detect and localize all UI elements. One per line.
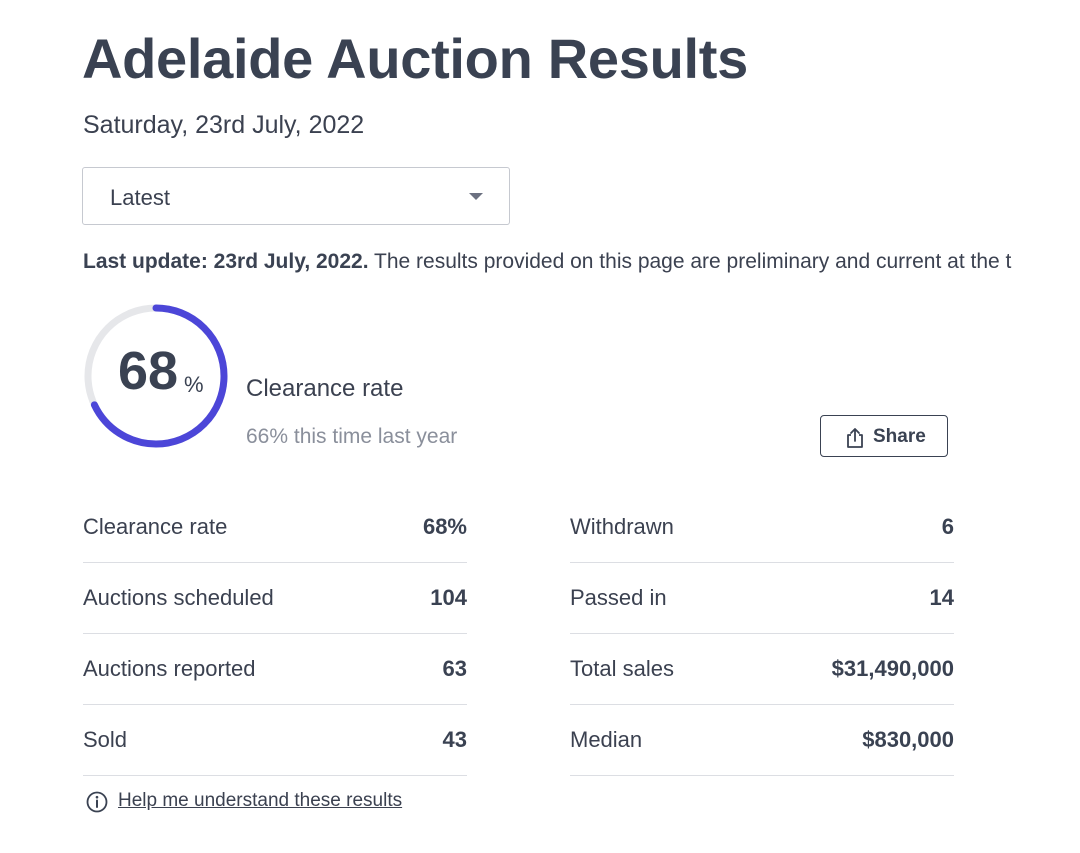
stat-row-withdrawn: Withdrawn 6 bbox=[570, 492, 954, 563]
stat-value: 14 bbox=[929, 585, 954, 610]
stats-table-left: Clearance rate 68% Auctions scheduled 10… bbox=[83, 492, 467, 776]
stat-value: 104 bbox=[430, 585, 467, 610]
stat-label: Clearance rate bbox=[83, 514, 228, 539]
clearance-rate-gauge: 68 % bbox=[82, 302, 230, 450]
stat-row-auctions-scheduled: Auctions scheduled 104 bbox=[83, 563, 467, 634]
share-icon bbox=[847, 428, 863, 448]
help-link-label: Help me understand these results bbox=[118, 790, 403, 811]
stat-value: 6 bbox=[941, 514, 954, 539]
chevron-down-icon bbox=[469, 193, 483, 200]
info-icon bbox=[86, 791, 108, 813]
gauge-unit: % bbox=[184, 372, 204, 397]
stat-value: 63 bbox=[442, 656, 467, 681]
stat-label: Auctions scheduled bbox=[83, 585, 274, 610]
stat-value: $31,490,000 bbox=[831, 656, 954, 681]
stat-value: 43 bbox=[442, 727, 467, 752]
stat-value: 68% bbox=[422, 514, 467, 539]
stat-label: Sold bbox=[83, 727, 128, 752]
clearance-rate-label: Clearance rate bbox=[246, 375, 404, 402]
stat-row-sold: Sold 43 bbox=[83, 705, 467, 776]
gauge-ring bbox=[84, 304, 228, 448]
last-update-label: Last update: 23rd July, 2022. bbox=[83, 250, 369, 273]
stat-row-total-sales: Total sales $31,490,000 bbox=[570, 634, 954, 705]
stat-row-median: Median $830,000 bbox=[570, 705, 954, 776]
stats-table-right: Withdrawn 6 Passed in 14 Total sales $31… bbox=[570, 492, 954, 776]
results-date: Saturday, 23rd July, 2022 bbox=[83, 111, 365, 139]
last-update-notice: Last update: 23rd July, 2022. The result… bbox=[83, 250, 1011, 274]
stat-label: Auctions reported bbox=[83, 656, 256, 681]
gauge-progress-arc bbox=[84, 304, 228, 448]
page-title: Adelaide Auction Results bbox=[82, 27, 748, 90]
stat-label: Withdrawn bbox=[570, 514, 674, 539]
stat-row-clearance-rate: Clearance rate 68% bbox=[83, 492, 467, 563]
last-year-comparison: 66% this time last year bbox=[246, 425, 458, 448]
share-button[interactable]: Share bbox=[820, 415, 948, 457]
stat-row-auctions-reported: Auctions reported 63 bbox=[83, 634, 467, 705]
gauge-value: 68 bbox=[118, 341, 179, 401]
stat-label: Passed in bbox=[570, 585, 667, 610]
stat-value: $830,000 bbox=[862, 727, 954, 752]
select-value: Latest bbox=[110, 185, 170, 210]
stat-row-passed-in: Passed in 14 bbox=[570, 563, 954, 634]
last-update-text: The results provided on this page are pr… bbox=[368, 250, 1012, 273]
stat-label: Median bbox=[570, 727, 643, 752]
results-period-select[interactable]: Latest bbox=[82, 167, 510, 225]
stat-label: Total sales bbox=[570, 656, 674, 681]
share-label: Share bbox=[873, 426, 926, 447]
